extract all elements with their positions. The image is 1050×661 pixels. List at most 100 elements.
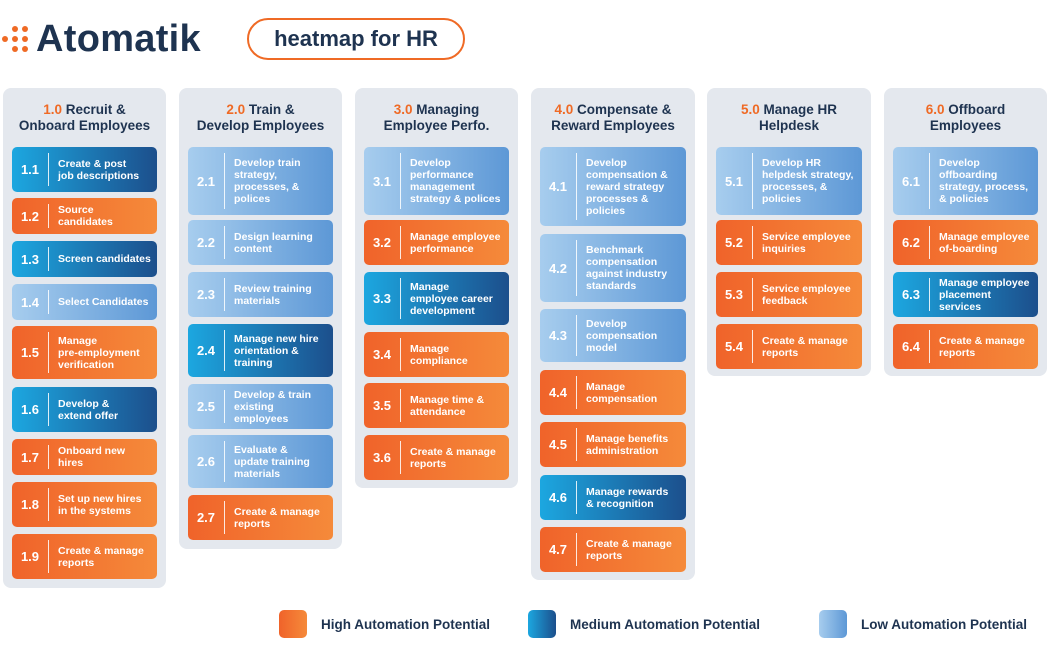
column-header: 3.0 Managing Employee Perfo.	[355, 102, 518, 134]
process-card-1.2[interactable]: 1.2 Source candidates	[12, 198, 157, 234]
legend-item-medium: Medium Automation Potential	[528, 610, 760, 638]
column-title: Managing Employee Perfo.	[383, 102, 490, 133]
process-card-5.4[interactable]: 5.4 Create & manage reports	[716, 324, 862, 369]
process-card-4.4[interactable]: 4.4 Manage compensation	[540, 370, 686, 415]
process-card-1.4[interactable]: 1.4 Select Candidates	[12, 284, 157, 320]
card-divider	[224, 153, 225, 209]
legend-label: Medium Automation Potential	[570, 616, 760, 632]
card-label: Onboard new hires	[58, 445, 126, 469]
card-label: Manage benefits administration	[586, 432, 669, 457]
card-number: 2.2	[196, 235, 216, 250]
process-card-4.6[interactable]: 4.6 Manage rewards & recognition	[540, 475, 686, 520]
column-title: Offboard Employees	[929, 102, 1006, 133]
card-divider	[576, 376, 577, 409]
card-label: Develop compensation model	[586, 317, 658, 354]
process-card-5.3[interactable]: 5.3 Service employee feedback	[716, 272, 862, 317]
process-card-6.1[interactable]: 6.1 Develop offboarding strategy, process…	[893, 147, 1038, 215]
card-divider	[576, 240, 577, 296]
card-number: 2.4	[196, 343, 216, 358]
card-number: 3.4	[372, 347, 392, 362]
card-divider	[224, 390, 225, 423]
process-card-6.2[interactable]: 6.2 Manage employee of-boarding	[893, 220, 1038, 265]
column-title: Compensate & Reward Employees	[551, 102, 675, 133]
card-label: Service employee feedback	[762, 282, 851, 307]
card-label: Create & manage reports	[939, 334, 1025, 359]
card-label: Develop performance management strategy …	[410, 157, 501, 205]
card-divider	[224, 330, 225, 371]
process-card-2.6[interactable]: 2.6 Evaluate & update training materials	[188, 435, 333, 488]
process-column-6.0: 6.0 Offboard Employees 6.1 Develop offboar…	[884, 88, 1047, 376]
card-number: 4.3	[548, 328, 568, 343]
legend-item-high: High Automation Potential	[279, 610, 490, 638]
card-divider	[48, 393, 49, 426]
card-label: Screen candidates	[58, 253, 151, 265]
legend-swatch	[819, 610, 847, 638]
card-label: Manage employee career development	[410, 280, 493, 317]
card-label: Source candidates	[58, 204, 113, 228]
card-label: Manage rewards & recognition	[586, 485, 669, 510]
card-divider	[576, 153, 577, 220]
card-number: 1.5	[20, 345, 40, 360]
card-divider	[400, 389, 401, 422]
card-number: 4.7	[548, 542, 568, 557]
process-column-1.0: 1.0 Recruit & Onboard Employees 1.1 Create…	[3, 88, 166, 588]
process-card-1.1[interactable]: 1.1 Create & post job descriptions	[12, 147, 157, 192]
process-card-1.5[interactable]: 1.5 Manage pre-employment verification	[12, 326, 157, 379]
atomatik-logo: Atomatik	[0, 16, 201, 62]
card-label: Manage new hire orientation & training	[234, 332, 319, 369]
card-divider	[752, 278, 753, 311]
column-title: Train & Develop Employees	[196, 102, 325, 133]
card-number: 1.7	[20, 449, 40, 465]
column-header: 6.0 Offboard Employees	[884, 102, 1047, 134]
column-title: Recruit & Onboard Employees	[18, 102, 151, 133]
process-card-2.5[interactable]: 2.5 Develop & train existing employees	[188, 384, 333, 429]
process-card-1.7[interactable]: 1.7 Onboard new hires	[12, 439, 157, 475]
card-number: 5.3	[724, 287, 744, 302]
card-number: 1.9	[20, 549, 40, 564]
process-card-5.1[interactable]: 5.1 Develop HR helpdesk strategy, process…	[716, 147, 862, 215]
card-number: 4.5	[548, 437, 568, 452]
process-card-3.4[interactable]: 3.4 Manage compliance	[364, 332, 509, 377]
process-card-1.3[interactable]: 1.3 Screen candidates	[12, 241, 157, 277]
process-card-3.5[interactable]: 3.5 Manage time & attendance	[364, 383, 509, 428]
logo-text: Atomatik	[36, 18, 201, 60]
card-number: 3.5	[372, 398, 392, 413]
card-label: Manage compliance	[410, 342, 468, 367]
process-card-6.4[interactable]: 6.4 Create & manage reports	[893, 324, 1038, 369]
process-card-3.2[interactable]: 3.2 Manage employee performance	[364, 220, 509, 265]
card-number: 1.8	[20, 497, 40, 512]
process-card-5.2[interactable]: 5.2 Service employee inquiries	[716, 220, 862, 265]
legend-label: Low Automation Potential	[861, 616, 1027, 632]
process-card-6.3[interactable]: 6.3 Manage employee placement services	[893, 272, 1038, 317]
process-card-2.3[interactable]: 2.3 Review training materials	[188, 272, 333, 317]
card-label: Manage time & attendance	[410, 393, 485, 418]
process-card-2.7[interactable]: 2.7 Create & manage reports	[188, 495, 333, 540]
card-label: Create & manage reports	[586, 537, 672, 562]
card-divider	[400, 153, 401, 209]
process-card-2.1[interactable]: 2.1 Develop train strategy, processes, & …	[188, 147, 333, 215]
card-label: Service employee inquiries	[762, 230, 851, 255]
card-number: 3.6	[372, 450, 392, 465]
process-card-2.2[interactable]: 2.2 Design learning content	[188, 220, 333, 265]
card-divider	[48, 488, 49, 521]
process-card-2.4[interactable]: 2.4 Manage new hire orientation & trainin…	[188, 324, 333, 377]
card-label: Develop train strategy, processes, & pol…	[234, 157, 301, 205]
card-number: 2.1	[196, 173, 216, 189]
process-card-1.6[interactable]: 1.6 Develop & extend offer	[12, 387, 157, 432]
process-card-3.1[interactable]: 3.1 Develop performance management strate…	[364, 147, 509, 215]
process-card-4.2[interactable]: 4.2 Benchmark compensation against indust…	[540, 234, 686, 302]
card-number: 3.3	[372, 291, 392, 306]
process-card-3.6[interactable]: 3.6 Create & manage reports	[364, 435, 509, 480]
process-card-4.5[interactable]: 4.5 Manage benefits administration	[540, 422, 686, 467]
process-card-1.9[interactable]: 1.9 Create & manage reports	[12, 534, 157, 579]
card-label: Evaluate & update training materials	[234, 443, 310, 480]
process-card-1.8[interactable]: 1.8 Set up new hires in the systems	[12, 482, 157, 527]
process-card-3.3[interactable]: 3.3 Manage employee career development	[364, 272, 509, 325]
card-number: 3.1	[372, 173, 392, 189]
process-card-4.3[interactable]: 4.3 Develop compensation model	[540, 309, 686, 362]
card-number: 3.2	[372, 235, 392, 250]
column-number: 4.0	[554, 102, 574, 117]
process-card-4.7[interactable]: 4.7 Create & manage reports	[540, 527, 686, 572]
card-divider	[48, 332, 49, 373]
process-card-4.1[interactable]: 4.1 Develop compensation & reward strateg…	[540, 147, 686, 226]
